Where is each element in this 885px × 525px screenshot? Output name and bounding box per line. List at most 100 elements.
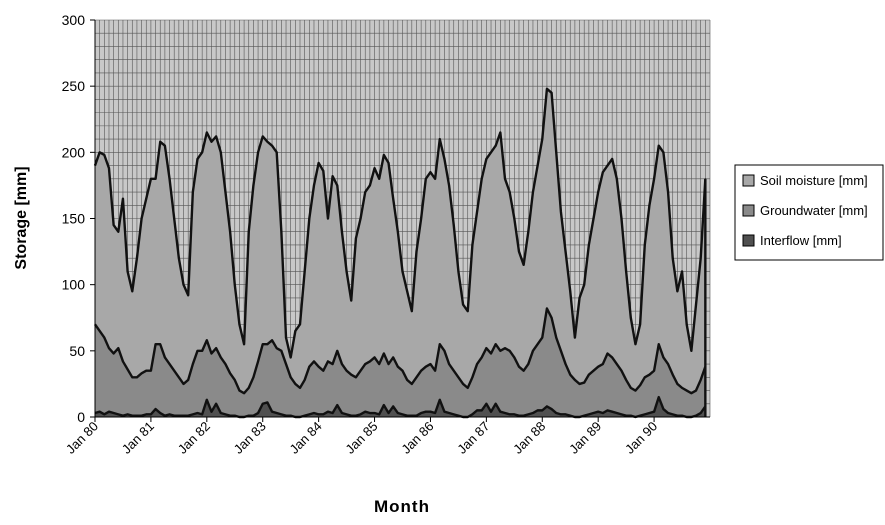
- series-areas: [93, 87, 707, 419]
- data-point: [537, 343, 539, 345]
- data-point: [350, 374, 352, 376]
- data-point: [313, 184, 315, 187]
- data-point: [499, 411, 501, 413]
- data-point: [606, 164, 609, 167]
- data-point: [220, 412, 222, 414]
- data-point: [154, 343, 157, 345]
- data-point: [103, 337, 105, 339]
- data-point: [406, 290, 408, 292]
- data-point: [700, 379, 702, 381]
- data-point: [513, 217, 515, 220]
- data-point: [271, 411, 273, 413]
- data-point: [648, 204, 651, 206]
- data-point: [145, 413, 147, 415]
- data-point: [252, 184, 255, 187]
- data-point: [178, 257, 180, 259]
- data-point: [299, 323, 301, 325]
- data-point: [271, 339, 273, 341]
- data-point: [131, 415, 133, 417]
- data-point: [355, 237, 357, 239]
- data-point: [318, 413, 320, 415]
- data-point: [248, 231, 250, 233]
- data-point: [355, 415, 357, 417]
- data-point: [276, 412, 278, 414]
- data-point: [439, 138, 441, 140]
- data-point: [658, 343, 660, 345]
- data-point: [327, 217, 329, 220]
- data-point: [504, 347, 506, 349]
- data-point: [546, 307, 548, 310]
- data-point: [196, 350, 199, 352]
- y-ticks: 0 50 100 150 200 250 300: [62, 12, 95, 425]
- series-line-0: [93, 87, 707, 359]
- data-point: [560, 211, 562, 213]
- data-point: [569, 415, 571, 417]
- data-point: [569, 374, 571, 376]
- data-point: [131, 290, 133, 292]
- data-point: [313, 412, 315, 414]
- data-point: [164, 415, 166, 417]
- data-point: [611, 356, 613, 359]
- data-point: [359, 370, 362, 372]
- data-point: [173, 217, 175, 220]
- data-point: [196, 158, 199, 160]
- data-point: [234, 379, 236, 381]
- legend-swatch: [742, 234, 755, 247]
- data-point: [266, 343, 268, 345]
- data-point: [583, 284, 585, 286]
- data-point: [676, 383, 678, 385]
- data-point: [667, 363, 669, 365]
- series-area-2: [95, 397, 706, 417]
- data-point: [574, 379, 576, 381]
- data-point: [387, 412, 390, 414]
- data-point: [513, 356, 515, 359]
- data-point: [392, 198, 394, 200]
- data-point: [690, 392, 692, 394]
- legend: Soil moisture [mm] Groundwater [mm] Interf…: [734, 164, 884, 261]
- data-point: [336, 404, 338, 406]
- data-point: [518, 250, 520, 253]
- data-point: [415, 250, 418, 253]
- data-point: [229, 415, 231, 417]
- data-point: [294, 330, 296, 332]
- data-point: [616, 363, 618, 365]
- data-point: [546, 405, 548, 408]
- data-point: [364, 411, 366, 413]
- data-point: [215, 403, 217, 405]
- data-point: [411, 415, 413, 417]
- data-point: [700, 257, 702, 259]
- data-point: [136, 415, 138, 417]
- data-point: [658, 145, 660, 147]
- data-point: [332, 175, 334, 177]
- x-tick-label: Jan 84: [287, 419, 325, 457]
- legend-swatch: [742, 174, 755, 187]
- legend-swatch: [742, 204, 755, 217]
- data-point: [630, 387, 632, 389]
- data-point: [457, 415, 460, 417]
- data-point: [350, 299, 352, 302]
- data-point: [653, 411, 655, 413]
- data-point: [681, 415, 683, 417]
- data-point: [322, 413, 324, 415]
- data-point: [453, 370, 455, 372]
- data-point: [140, 415, 143, 417]
- data-point: [383, 352, 385, 355]
- data-point: [583, 415, 585, 417]
- x-tick-label: Jan 86: [398, 419, 436, 457]
- data-point: [178, 415, 180, 417]
- data-point: [574, 337, 576, 339]
- data-point: [154, 408, 157, 410]
- y-tick-label: 250: [62, 78, 86, 94]
- data-point: [336, 350, 338, 352]
- data-point: [611, 411, 613, 413]
- data-point: [290, 356, 292, 359]
- data-point: [168, 413, 171, 415]
- data-point: [140, 372, 143, 374]
- data-point: [136, 257, 138, 259]
- data-point: [401, 413, 404, 415]
- data-point: [588, 413, 590, 415]
- data-point: [634, 343, 637, 345]
- data-point: [387, 162, 390, 164]
